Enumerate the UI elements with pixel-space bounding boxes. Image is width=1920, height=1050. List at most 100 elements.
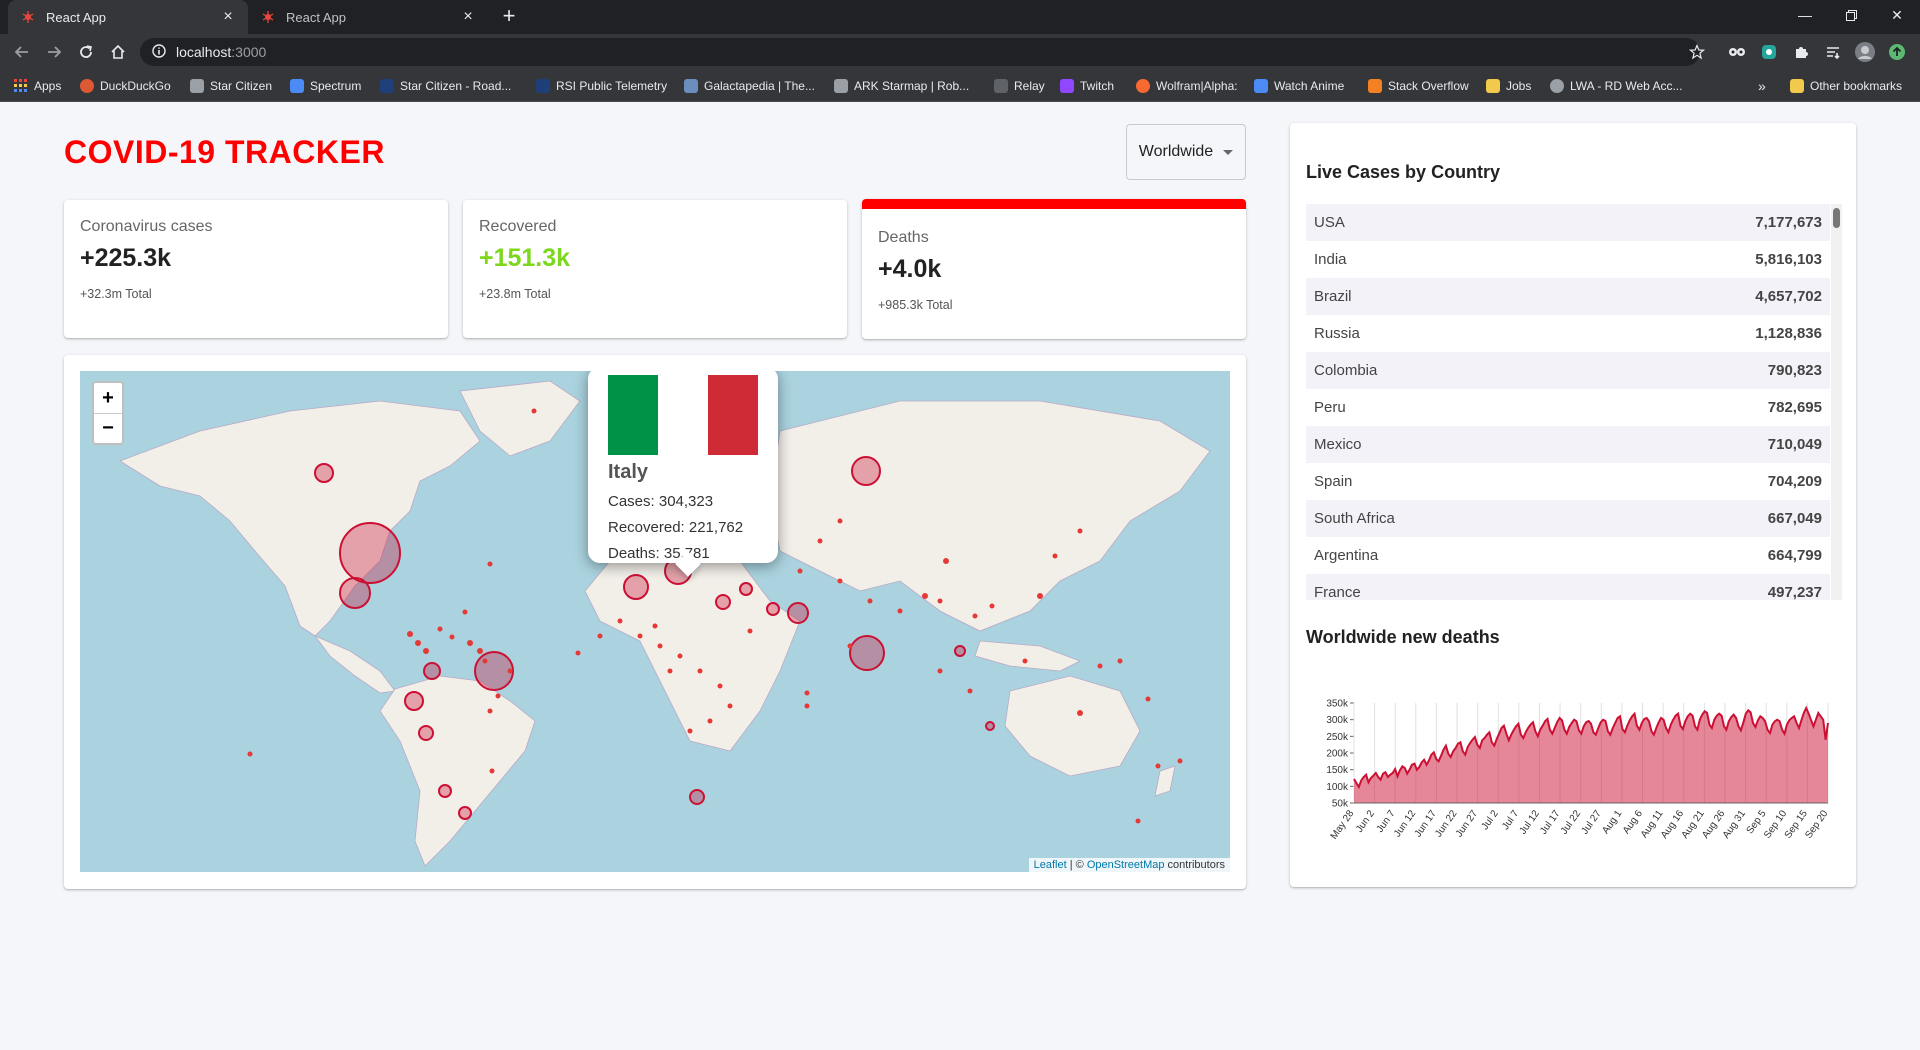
- reading-list-icon[interactable]: [1822, 41, 1844, 63]
- case-dot: [717, 683, 723, 689]
- leaflet-link[interactable]: Leaflet: [1033, 859, 1067, 871]
- tab-close-icon[interactable]: ×: [223, 8, 233, 25]
- world-map[interactable]: + − Italy Cases: 304,323 Recovered: 221,…: [80, 371, 1230, 872]
- land-asia: [769, 400, 1211, 632]
- y-tick-label: 250k: [1326, 732, 1349, 743]
- bookmark-spectrum[interactable]: Spectrum: [290, 76, 361, 96]
- bookmark-lwa[interactable]: LWA - RD Web Acc...: [1550, 76, 1682, 96]
- case-dot: [667, 668, 673, 674]
- address-bar[interactable]: localhost:3000: [140, 38, 1700, 66]
- extension-teal-icon[interactable]: [1758, 41, 1780, 63]
- table-row: Mexico 710,049: [1306, 426, 1830, 463]
- case-circle: [339, 522, 401, 584]
- case-dot: [797, 568, 803, 574]
- land-central-america: [313, 635, 396, 694]
- case-circle: [404, 691, 424, 711]
- infobox-recovered[interactable]: Recovered +151.3k +23.8m Total: [463, 200, 847, 338]
- case-dot: [489, 768, 495, 774]
- table-row: Brazil 4,657,702: [1306, 278, 1830, 315]
- bookmark-wolfram-alpha[interactable]: Wolfram|Alpha:: [1136, 76, 1238, 96]
- other-bookmarks[interactable]: Other bookmarks: [1790, 76, 1902, 96]
- tab-react-app[interactable]: React App ×: [248, 0, 488, 34]
- bookmark-galactapedia[interactable]: Galactapedia | The...: [684, 76, 815, 96]
- infobox-new-cases: +4.0k: [878, 255, 942, 283]
- url-text: localhost:3000: [176, 44, 267, 60]
- x-tick-label: Jul 17: [1538, 808, 1563, 837]
- zoom-control: + −: [92, 381, 124, 445]
- italy-flag-icon: [608, 375, 758, 455]
- popup-recovered: Recovered: 221,762: [608, 519, 744, 536]
- case-dot: [697, 668, 703, 674]
- country-name: Spain: [1314, 473, 1353, 490]
- case-circle: [849, 635, 885, 671]
- bookmark-star-icon[interactable]: [1686, 41, 1708, 63]
- x-tick-label: Jul 22: [1559, 808, 1584, 837]
- infobox-deaths[interactable]: Deaths +4.0k +985.3k Total: [862, 199, 1246, 339]
- case-circle: [438, 784, 452, 798]
- bookmark-duckduckgo[interactable]: DuckDuckGo: [80, 76, 171, 96]
- restore-icon[interactable]: [1828, 0, 1874, 30]
- reload-icon[interactable]: [74, 40, 98, 64]
- table-scrollbar[interactable]: [1831, 204, 1842, 600]
- bookmark-stack-overflow[interactable]: Stack Overflow: [1368, 76, 1469, 96]
- case-dot: [1077, 528, 1083, 534]
- x-tick-label: Jul 12: [1518, 808, 1543, 837]
- case-dot: [1117, 658, 1123, 664]
- close-window-icon[interactable]: ✕: [1891, 6, 1903, 23]
- tab-close-icon[interactable]: ×: [463, 8, 473, 25]
- infobox-cases[interactable]: Coronavirus cases +225.3k +32.3m Total: [64, 200, 448, 338]
- case-circle: [623, 574, 649, 600]
- case-dot: [495, 693, 501, 699]
- home-icon[interactable]: [106, 40, 130, 64]
- case-dot: [1052, 553, 1058, 559]
- country-name: USA: [1314, 214, 1345, 231]
- bookmark-watch-anime[interactable]: Watch Anime: [1254, 76, 1344, 96]
- bookmark-rsi-telemetry[interactable]: RSI Public Telemetry: [536, 76, 667, 96]
- table-row: France 497,237: [1306, 574, 1830, 600]
- bookmark-twitch[interactable]: Twitch: [1060, 76, 1114, 96]
- tab-title: React App: [286, 9, 346, 25]
- update-indicator-icon[interactable]: [1886, 41, 1908, 63]
- zoom-out-button[interactable]: −: [94, 413, 122, 443]
- extensions-puzzle-icon[interactable]: [1790, 41, 1812, 63]
- case-dot: [462, 609, 468, 615]
- tab-react-app-active[interactable]: React App ×: [8, 0, 248, 34]
- x-tick-label: Jul 2: [1480, 808, 1501, 832]
- extension-mask-icon[interactable]: [1726, 41, 1748, 63]
- browser-chrome: React App × React App × + — ✕: [0, 0, 1920, 102]
- profile-avatar-icon[interactable]: [1854, 41, 1876, 63]
- scrollbar-thumb[interactable]: [1833, 208, 1840, 228]
- country-cases: 667,049: [1767, 510, 1822, 527]
- bookmark-star-citizen-roadmap[interactable]: Star Citizen - Road...: [380, 76, 511, 96]
- forward-arrow-icon[interactable]: [42, 40, 66, 64]
- bookmarks-overflow-button[interactable]: »: [1758, 78, 1766, 94]
- bookmark-apps[interactable]: Apps: [14, 76, 61, 96]
- back-arrow-icon[interactable]: [10, 40, 34, 64]
- cases-table[interactable]: USA 7,177,673 India 5,816,103 Brazil 4,657,70…: [1306, 204, 1830, 600]
- case-dot: [482, 658, 488, 664]
- minimize-icon[interactable]: —: [1798, 7, 1812, 23]
- bookmark-relay[interactable]: Relay: [994, 76, 1045, 96]
- land-south-america: [379, 675, 536, 867]
- case-dot: [407, 631, 413, 637]
- bookmark-jobs[interactable]: Jobs: [1486, 76, 1531, 96]
- country-name: Peru: [1314, 399, 1346, 416]
- bookmark-ark-starmap[interactable]: ARK Starmap | Rob...: [834, 76, 969, 96]
- new-tab-button[interactable]: +: [502, 3, 516, 28]
- case-dot: [989, 603, 995, 609]
- osm-link[interactable]: OpenStreetMap: [1086, 859, 1165, 871]
- case-dot: [747, 628, 753, 634]
- spectrum-icon: [290, 79, 304, 93]
- bookmark-star-citizen[interactable]: Star Citizen: [190, 76, 272, 96]
- case-circle: [418, 725, 434, 741]
- info-icon[interactable]: [152, 43, 166, 61]
- case-circle: [689, 789, 705, 805]
- case-dot: [1077, 710, 1083, 716]
- country-name: Colombia: [1314, 362, 1378, 379]
- country-cases: 710,049: [1767, 436, 1822, 453]
- zoom-in-button[interactable]: +: [102, 386, 114, 409]
- case-dot: [575, 650, 581, 656]
- case-dot: [943, 558, 949, 564]
- y-tick-label: 200k: [1326, 749, 1349, 760]
- country-select[interactable]: Worldwide: [1126, 124, 1246, 180]
